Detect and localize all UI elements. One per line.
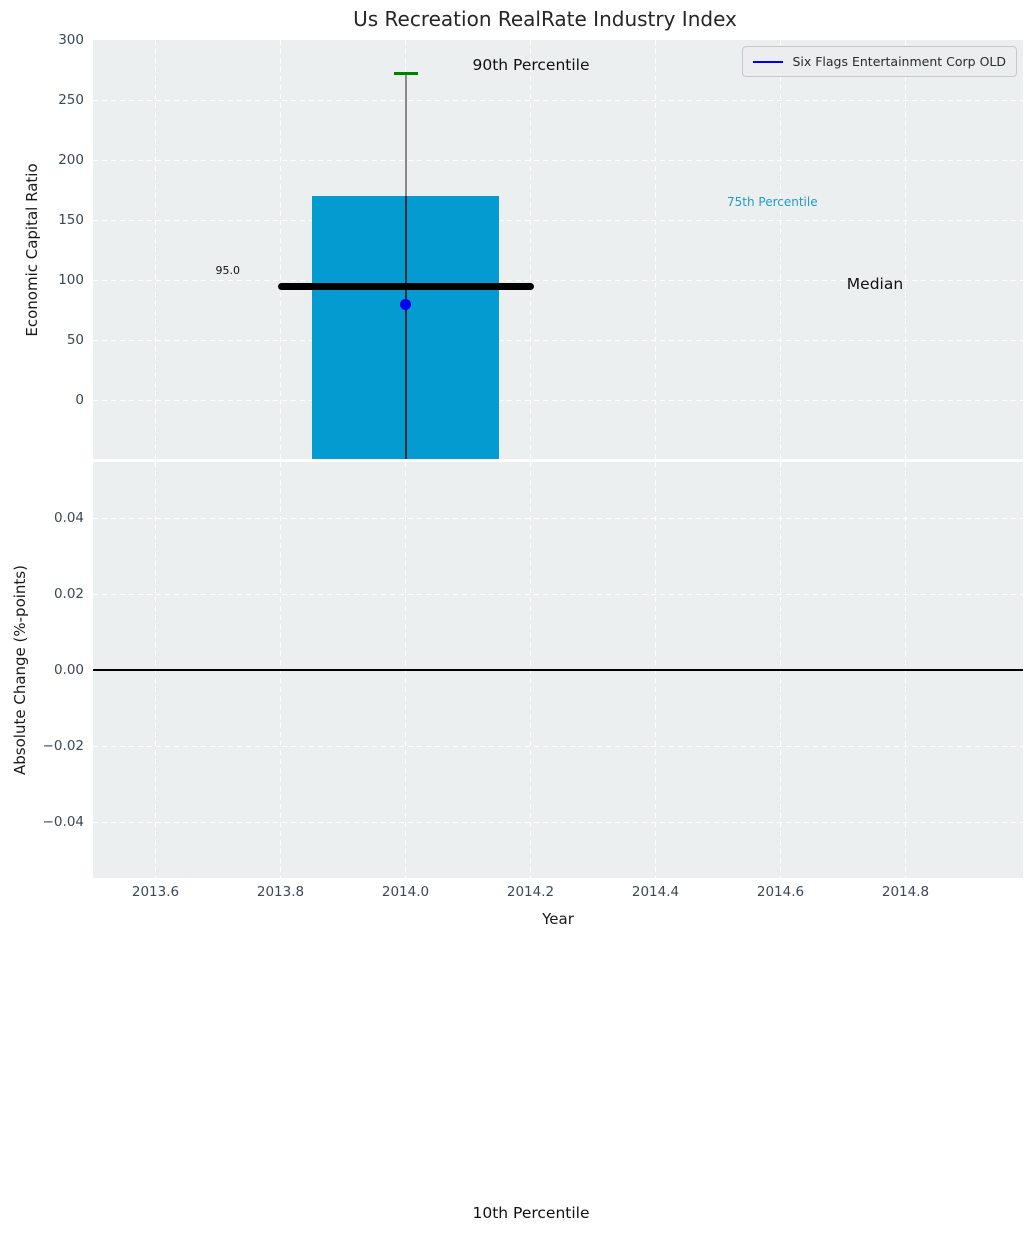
y-tick-label: 0.02: [53, 586, 84, 602]
x-tick-label: 2014.6: [756, 884, 805, 900]
annotation-75th-percentile: 75th Percentile: [727, 195, 818, 209]
y-axis-label-top: Economic Capital Ratio: [23, 163, 41, 337]
x-tick-label: 2014.2: [506, 884, 555, 900]
annotation-10th-percentile: 10th Percentile: [472, 1204, 590, 1222]
y-tick-label: −0.04: [42, 814, 84, 830]
y-tick-label: −0.02: [42, 738, 84, 754]
annotation-median-value: 95.0: [215, 264, 241, 277]
x-tick-label: 2013.6: [131, 884, 180, 900]
y-tick-label: 0: [75, 392, 84, 408]
x-tick-label: 2014.8: [881, 884, 930, 900]
x-tick-label: 2013.8: [256, 884, 305, 900]
y-axis-label-bottom: Absolute Change (%-points): [11, 565, 29, 775]
y-tick-label: 300: [58, 32, 84, 48]
legend-line-sample: [753, 60, 784, 63]
y-tick-label: 0.00: [53, 662, 84, 678]
annotation-median: Median: [846, 275, 904, 293]
x-axis-label: Year: [542, 910, 574, 928]
y-tick-label: 0.04: [53, 510, 84, 526]
y-tick-label: 250: [58, 92, 84, 108]
x-tick-label: 2014.4: [631, 884, 680, 900]
annotation-90th-percentile: 90th Percentile: [472, 56, 590, 74]
top-axes-background: [93, 40, 1023, 459]
x-tick-label: 2014.0: [381, 884, 430, 900]
chart-title: Us Recreation RealRate Industry Index: [353, 7, 737, 31]
legend-label: Six Flags Entertainment Corp OLD: [792, 54, 1006, 69]
legend: Six Flags Entertainment Corp OLD: [742, 46, 1017, 77]
bottom-axes-background: [93, 462, 1023, 878]
